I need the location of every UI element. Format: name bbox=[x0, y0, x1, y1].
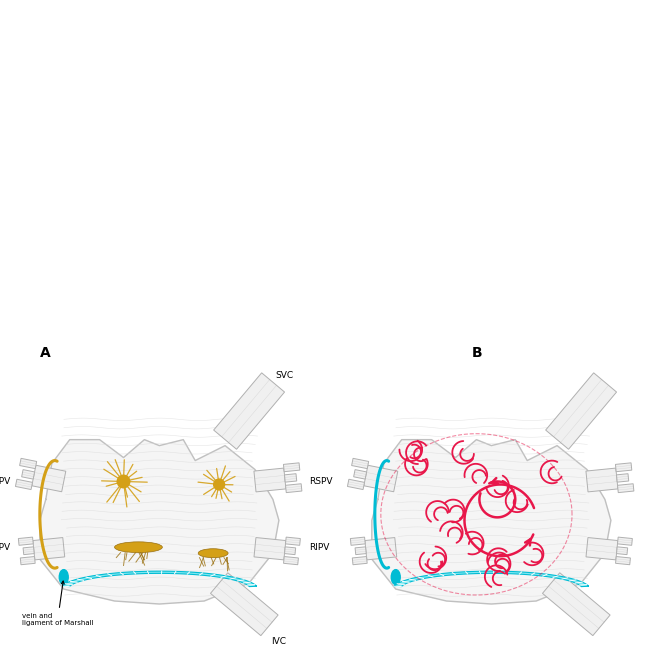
Polygon shape bbox=[354, 469, 367, 479]
Polygon shape bbox=[586, 468, 618, 492]
Polygon shape bbox=[22, 469, 35, 479]
Polygon shape bbox=[15, 479, 33, 489]
Polygon shape bbox=[394, 571, 589, 587]
Polygon shape bbox=[23, 547, 35, 555]
Polygon shape bbox=[32, 465, 66, 491]
Text: vein and
ligament of Marshall: vein and ligament of Marshall bbox=[22, 581, 94, 626]
Polygon shape bbox=[351, 537, 365, 545]
Polygon shape bbox=[284, 463, 299, 471]
Polygon shape bbox=[365, 537, 396, 560]
Ellipse shape bbox=[199, 549, 228, 558]
Polygon shape bbox=[214, 373, 285, 450]
Polygon shape bbox=[618, 483, 634, 493]
Polygon shape bbox=[254, 537, 286, 560]
Polygon shape bbox=[21, 557, 35, 565]
Ellipse shape bbox=[391, 570, 400, 585]
Ellipse shape bbox=[114, 542, 162, 553]
Polygon shape bbox=[616, 463, 631, 471]
Text: A: A bbox=[40, 346, 50, 360]
Polygon shape bbox=[210, 573, 278, 636]
Text: LSPV: LSPV bbox=[0, 477, 10, 486]
Polygon shape bbox=[284, 473, 297, 482]
Polygon shape bbox=[62, 571, 257, 587]
Ellipse shape bbox=[59, 570, 68, 585]
Circle shape bbox=[118, 475, 129, 487]
Polygon shape bbox=[372, 440, 611, 604]
Polygon shape bbox=[353, 557, 367, 565]
Polygon shape bbox=[19, 537, 33, 545]
Polygon shape bbox=[352, 458, 369, 469]
Text: IVC: IVC bbox=[272, 637, 286, 646]
Polygon shape bbox=[286, 483, 302, 493]
Text: B: B bbox=[471, 346, 482, 360]
Text: RIPV: RIPV bbox=[309, 543, 329, 552]
Polygon shape bbox=[20, 458, 37, 469]
Polygon shape bbox=[546, 373, 617, 450]
Polygon shape bbox=[254, 468, 286, 492]
Polygon shape bbox=[355, 547, 367, 555]
Polygon shape bbox=[347, 479, 365, 489]
Polygon shape bbox=[33, 537, 64, 560]
Polygon shape bbox=[586, 537, 618, 560]
Polygon shape bbox=[284, 547, 295, 555]
Polygon shape bbox=[542, 573, 610, 636]
Text: RSPV: RSPV bbox=[309, 477, 332, 486]
Circle shape bbox=[214, 479, 224, 490]
Polygon shape bbox=[616, 547, 627, 555]
Polygon shape bbox=[284, 557, 298, 565]
Polygon shape bbox=[616, 557, 630, 565]
Text: SVC: SVC bbox=[276, 371, 294, 380]
Polygon shape bbox=[616, 473, 629, 482]
Polygon shape bbox=[618, 537, 632, 545]
Text: LIPV: LIPV bbox=[0, 543, 10, 552]
Polygon shape bbox=[364, 465, 398, 491]
Polygon shape bbox=[40, 440, 279, 604]
Polygon shape bbox=[286, 537, 300, 545]
